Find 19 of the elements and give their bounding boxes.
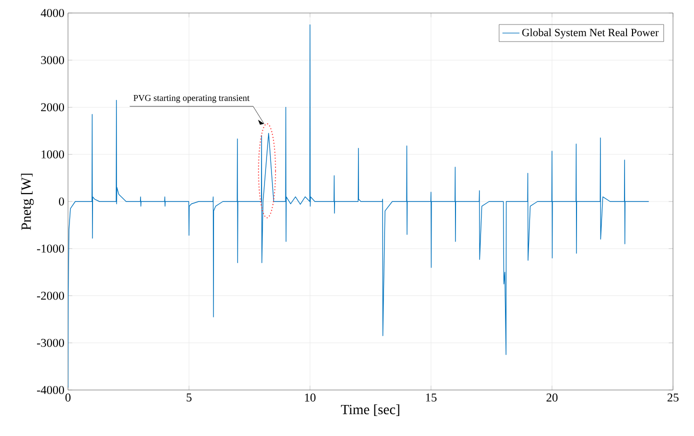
- x-tick-label: 25: [668, 394, 679, 402]
- x-tick-label: 10: [305, 394, 316, 402]
- y-tick-label: 3000: [41, 56, 64, 64]
- x-tick-label: 15: [426, 394, 437, 402]
- x-tick-label: 5: [186, 394, 192, 402]
- y-tick-label: 1000: [42, 150, 64, 158]
- y-tick-label: 0: [58, 197, 64, 206]
- y-tick-label: -4000: [37, 386, 64, 394]
- annotation: PVG starting operating transient: [134, 94, 250, 103]
- y-tick-label: -2000: [37, 292, 64, 300]
- legend-label: Global System Net Real Power: [522, 28, 659, 38]
- y-tick-label: -3000: [37, 338, 64, 347]
- y-axis-title: Pnetg [W]: [21, 174, 34, 230]
- y-tick-label: 2000: [41, 103, 64, 112]
- x-axis-title: Time [sec]: [340, 404, 400, 416]
- x-tick-label: 0: [65, 394, 71, 402]
- y-tick-label: -1000: [37, 244, 64, 253]
- x-tick-label: 20: [546, 394, 558, 402]
- y-tick-label: 4000: [40, 8, 64, 18]
